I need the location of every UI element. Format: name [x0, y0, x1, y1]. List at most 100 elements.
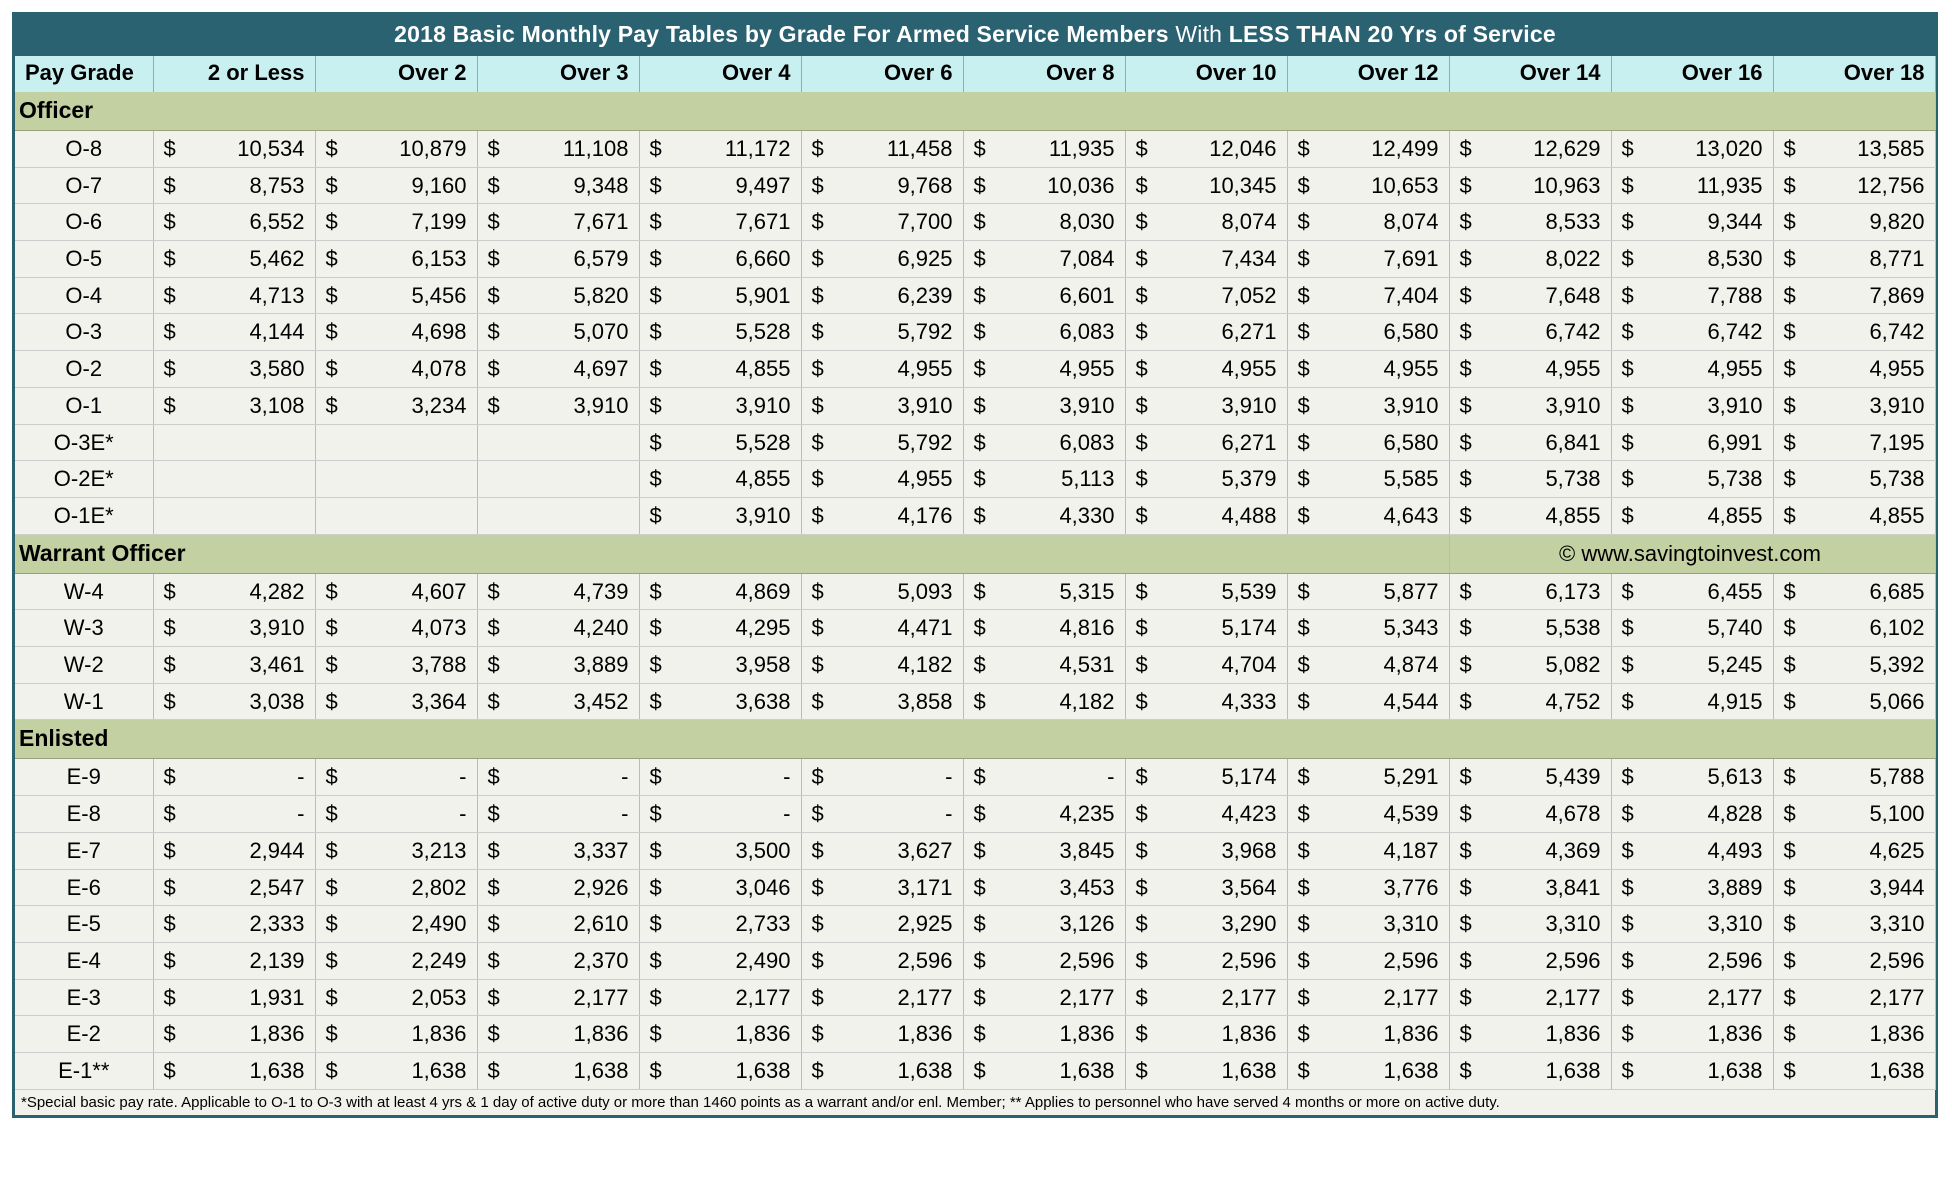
amount: 3,564 [1221, 873, 1276, 903]
currency-symbol: $ [1460, 464, 1472, 494]
pay-cell: $5,100 [1773, 796, 1935, 833]
amount: 1,638 [1707, 1056, 1762, 1086]
currency-symbol: $ [812, 244, 824, 274]
pay-cell: $7,671 [639, 204, 801, 241]
amount: 5,740 [1707, 613, 1762, 643]
pay-cell: $4,282 [153, 573, 315, 610]
currency-symbol: $ [1136, 613, 1148, 643]
currency-symbol: $ [326, 244, 338, 274]
amount: 5,877 [1383, 577, 1438, 607]
currency-symbol: $ [1136, 687, 1148, 717]
title-main: 2018 Basic Monthly Pay Tables by Grade F… [394, 21, 1169, 47]
currency-symbol: $ [650, 207, 662, 237]
pay-cell: $4,539 [1287, 796, 1449, 833]
pay-cell: $2,177 [1125, 979, 1287, 1016]
currency-symbol: $ [1136, 983, 1148, 1013]
amount: 7,199 [411, 207, 466, 237]
pay-cell: $4,828 [1611, 796, 1773, 833]
pay-cell: $5,740 [1611, 610, 1773, 647]
currency-symbol: $ [1460, 207, 1472, 237]
pay-cell: $5,174 [1125, 610, 1287, 647]
pay-cell: $3,580 [153, 351, 315, 388]
currency-symbol: $ [1784, 207, 1796, 237]
currency-symbol: $ [974, 501, 986, 531]
pay-cell: $1,931 [153, 979, 315, 1016]
currency-symbol: $ [1136, 873, 1148, 903]
pay-cell: $10,879 [315, 131, 477, 168]
grade-label: E-4 [15, 942, 153, 979]
currency-symbol: $ [488, 317, 500, 347]
amount: 1,638 [1545, 1056, 1600, 1086]
amount: 7,434 [1221, 244, 1276, 274]
grade-label: W-2 [15, 647, 153, 684]
pay-cell: $2,944 [153, 832, 315, 869]
amount: 4,704 [1221, 650, 1276, 680]
currency-symbol: $ [1298, 946, 1310, 976]
amount: 4,539 [1383, 799, 1438, 829]
currency-symbol: $ [974, 1056, 986, 1086]
amount: 1,638 [897, 1056, 952, 1086]
currency-symbol: $ [1460, 281, 1472, 311]
currency-symbol: $ [1622, 577, 1634, 607]
pay-cell: $- [477, 796, 639, 833]
amount: 3,776 [1383, 873, 1438, 903]
amount: 1,836 [573, 1019, 628, 1049]
currency-symbol: $ [1460, 1056, 1472, 1086]
amount: 3,910 [1383, 391, 1438, 421]
currency-symbol: $ [164, 762, 176, 792]
pay-cell: $5,315 [963, 573, 1125, 610]
grade-label: W-1 [15, 683, 153, 720]
amount: 10,345 [1209, 171, 1276, 201]
pay-cell: $3,910 [153, 610, 315, 647]
pay-cell: $1,836 [1287, 1016, 1449, 1053]
pay-cell [315, 424, 477, 461]
pay-cell: $3,171 [801, 869, 963, 906]
pay-cell: $3,310 [1611, 906, 1773, 943]
currency-symbol: $ [974, 613, 986, 643]
currency-symbol: $ [812, 577, 824, 607]
table-row: O-3E*$5,528$5,792$6,083$6,271$6,580$6,84… [15, 424, 1935, 461]
amount: 5,538 [1545, 613, 1600, 643]
amount: 7,691 [1383, 244, 1438, 274]
pay-cell: $3,453 [963, 869, 1125, 906]
amount: 2,596 [1221, 946, 1276, 976]
amount: 1,638 [1869, 1056, 1924, 1086]
currency-symbol: $ [1622, 836, 1634, 866]
currency-symbol: $ [164, 946, 176, 976]
currency-symbol: $ [650, 577, 662, 607]
currency-symbol: $ [326, 946, 338, 976]
pay-cell: $3,968 [1125, 832, 1287, 869]
currency-symbol: $ [650, 501, 662, 531]
currency-symbol: $ [1784, 687, 1796, 717]
amount: 3,213 [411, 836, 466, 866]
pay-cell: $4,330 [963, 497, 1125, 534]
currency-symbol: $ [1460, 946, 1472, 976]
currency-symbol: $ [1460, 317, 1472, 347]
grade-label: E-8 [15, 796, 153, 833]
currency-symbol: $ [488, 134, 500, 164]
pay-cell: $9,768 [801, 167, 963, 204]
amount: 5,738 [1545, 464, 1600, 494]
amount: 4,078 [411, 354, 466, 384]
pay-cell: $4,544 [1287, 683, 1449, 720]
pay-cell: $5,528 [639, 314, 801, 351]
amount: 7,700 [897, 207, 952, 237]
currency-symbol: $ [974, 171, 986, 201]
pay-cell: $- [315, 759, 477, 796]
pay-cell: $9,160 [315, 167, 477, 204]
pay-cell: $9,348 [477, 167, 639, 204]
amount: 2,926 [573, 873, 628, 903]
currency-symbol: $ [164, 244, 176, 274]
pay-cell: $5,585 [1287, 461, 1449, 498]
pay-cell: $2,177 [963, 979, 1125, 1016]
pay-cell: $6,579 [477, 241, 639, 278]
amount: 1,836 [411, 1019, 466, 1049]
pay-cell: $7,691 [1287, 241, 1449, 278]
amount: 4,607 [411, 577, 466, 607]
pay-cell: $- [639, 759, 801, 796]
pay-cell: $7,648 [1449, 277, 1611, 314]
amount: 2,596 [1545, 946, 1600, 976]
pay-cell: $4,955 [1125, 351, 1287, 388]
amount: 11,935 [1697, 171, 1763, 201]
amount: 6,271 [1221, 428, 1276, 458]
